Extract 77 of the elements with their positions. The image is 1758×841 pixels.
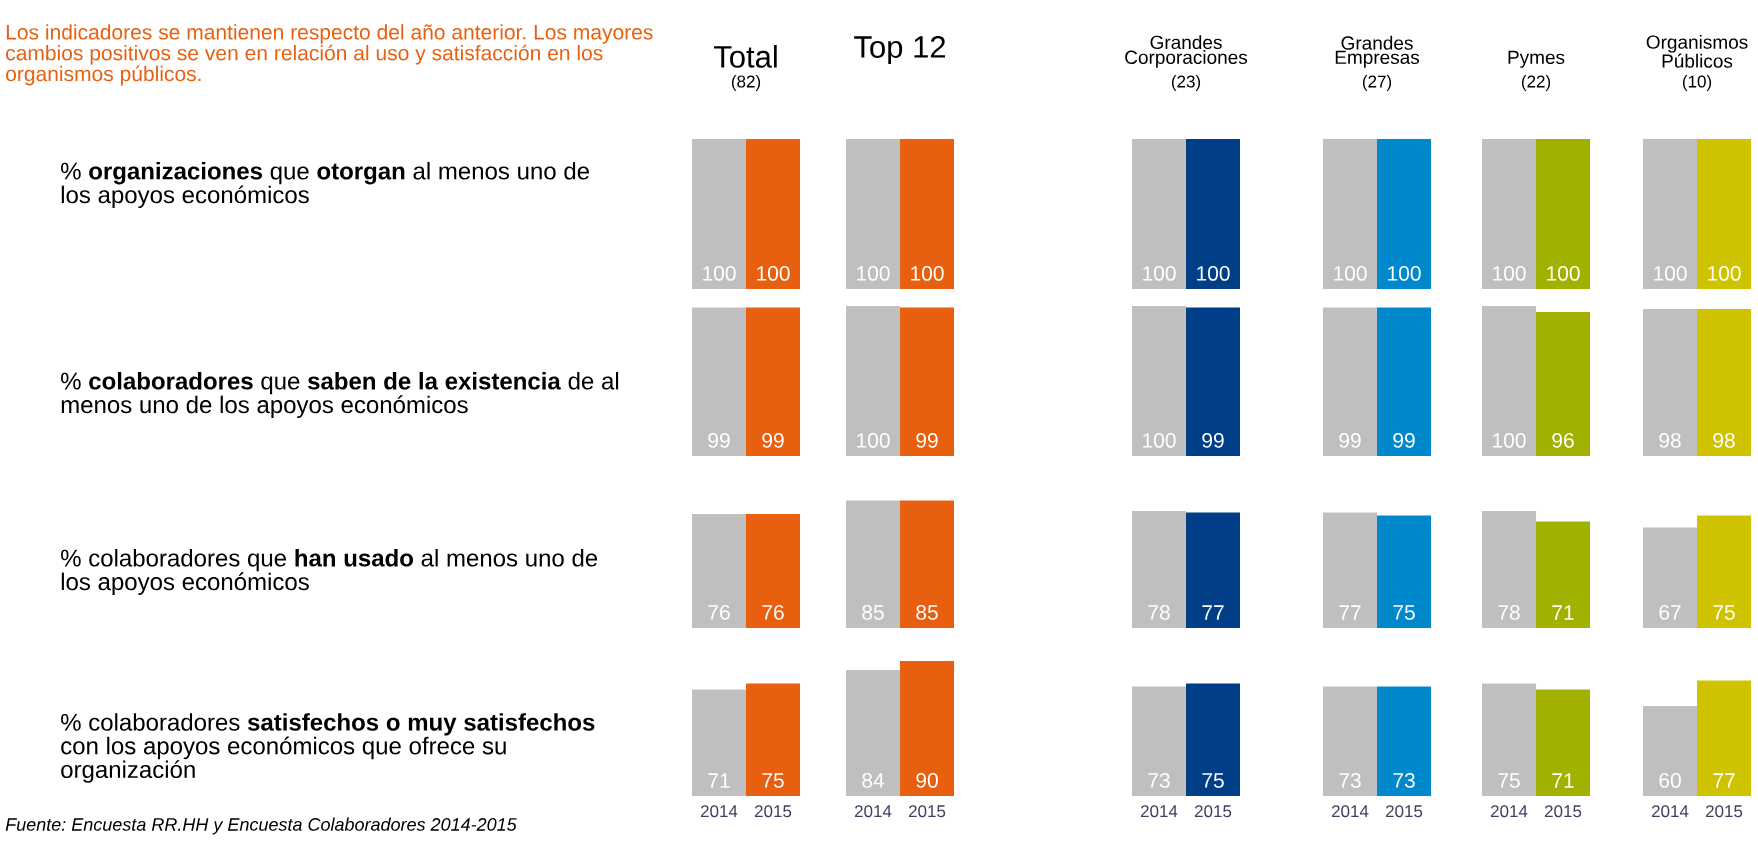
text: % colaboradores que saben de la existencia de al menos uno de los apoyos económicos — [61, 371, 619, 419]
x-tick-label: 2014 — [1331, 805, 1369, 818]
data-label: 100 — [1388, 265, 1421, 281]
data-label: 96 — [1552, 432, 1574, 448]
data-label: 100 — [857, 432, 890, 448]
chart-title: Grandes Corporaciones — [1125, 35, 1248, 68]
text: Los indicadores se mantienen respecto del año anterior. Los mayores cambios positivos se ven en relación al uso y satisfacción en los organismos públicos. — [6, 24, 653, 86]
data-label: 99 — [762, 432, 784, 448]
data-label: 75 — [1713, 605, 1735, 620]
data-label: 71 — [1552, 773, 1574, 788]
data-label: 99 — [1202, 432, 1224, 448]
chart-title: Top 12 — [854, 35, 946, 65]
x-tick-label: 2014 — [1651, 805, 1689, 818]
data-label: 78 — [1148, 604, 1170, 620]
data-label: 84 — [862, 772, 885, 788]
data-label: 100 — [1334, 265, 1367, 281]
data-label: 90 — [916, 772, 938, 788]
text: % colaboradores que han usado al menos uno de los apoyos económicos — [61, 548, 598, 596]
data-label: 99 — [1393, 432, 1415, 448]
x-tick-label: 2015 — [1385, 805, 1423, 818]
chart-title: Pymes — [1508, 50, 1565, 68]
chart-title: Total — [713, 45, 777, 68]
data-label: 73 — [1339, 772, 1361, 788]
data-label: 100 — [1197, 265, 1230, 281]
data-label: 100 — [1493, 432, 1526, 448]
data-label: 67 — [1659, 604, 1681, 620]
data-label: 100 — [1654, 265, 1687, 281]
chart-title: Organismos Públicos — [1646, 34, 1748, 68]
data-label: 100 — [1708, 265, 1741, 281]
data-label: 99 — [1339, 432, 1361, 448]
data-label: 99 — [916, 432, 938, 448]
data-label: 76 — [762, 604, 784, 620]
x-tick-label: 2015 — [1705, 805, 1743, 818]
data-label: 71 — [708, 773, 730, 788]
x-tick-label: 2015 — [754, 805, 792, 818]
data-label: 75 — [762, 773, 784, 788]
data-label: 100 — [1143, 432, 1176, 448]
data-label: 85 — [916, 604, 938, 620]
chart-subtitle: (23) — [1171, 75, 1201, 91]
data-label: 99 — [708, 432, 730, 448]
data-label: 100 — [703, 265, 736, 281]
data-label: 100 — [1493, 265, 1526, 281]
x-tick-label: 2014 — [1140, 805, 1178, 818]
data-label: 85 — [862, 604, 884, 620]
data-label: 75 — [1393, 605, 1415, 620]
data-label: 98 — [1659, 432, 1681, 448]
data-label: 100 — [757, 265, 790, 281]
data-label: 98 — [1713, 432, 1735, 448]
data-label: 77 — [1713, 773, 1735, 788]
source-note: Fuente: Encuesta RR.HH y Encuesta Colaboradores 2014-2015 — [5, 817, 517, 835]
x-tick-label: 2014 — [1490, 805, 1528, 818]
data-label: 60 — [1659, 772, 1681, 788]
text: % colaboradores satisfechos o muy satisfechos con los apoyos económicos que ofrece su organización — [61, 713, 595, 783]
chart-subtitle: (10) — [1682, 75, 1712, 91]
data-label: 76 — [708, 604, 730, 620]
chart-title: Grandes Empresas — [1335, 35, 1420, 68]
text: % organizaciones que otorgan al menos uno de los apoyos económicos — [61, 161, 589, 209]
data-label: 71 — [1552, 605, 1574, 620]
data-label: 100 — [1547, 265, 1580, 281]
data-label: 77 — [1339, 605, 1361, 620]
x-tick-label: 2015 — [1544, 805, 1582, 818]
chart-subtitle: (82) — [731, 75, 761, 91]
data-label: 73 — [1148, 772, 1170, 788]
data-label: 100 — [857, 265, 890, 281]
chart-subtitle: (22) — [1521, 75, 1551, 91]
chart-subtitle: (27) — [1362, 75, 1392, 91]
data-label: 100 — [1143, 265, 1176, 281]
x-tick-label: 2015 — [1194, 805, 1232, 818]
data-label: 78 — [1498, 604, 1520, 620]
x-tick-label: 2014 — [700, 805, 738, 818]
data-label: 100 — [911, 265, 944, 281]
x-tick-label: 2015 — [908, 805, 946, 818]
data-label: 77 — [1202, 605, 1224, 620]
data-label: 75 — [1202, 773, 1224, 788]
data-label: 75 — [1498, 773, 1520, 788]
x-tick-label: 2014 — [854, 805, 892, 818]
data-label: 73 — [1393, 772, 1415, 788]
